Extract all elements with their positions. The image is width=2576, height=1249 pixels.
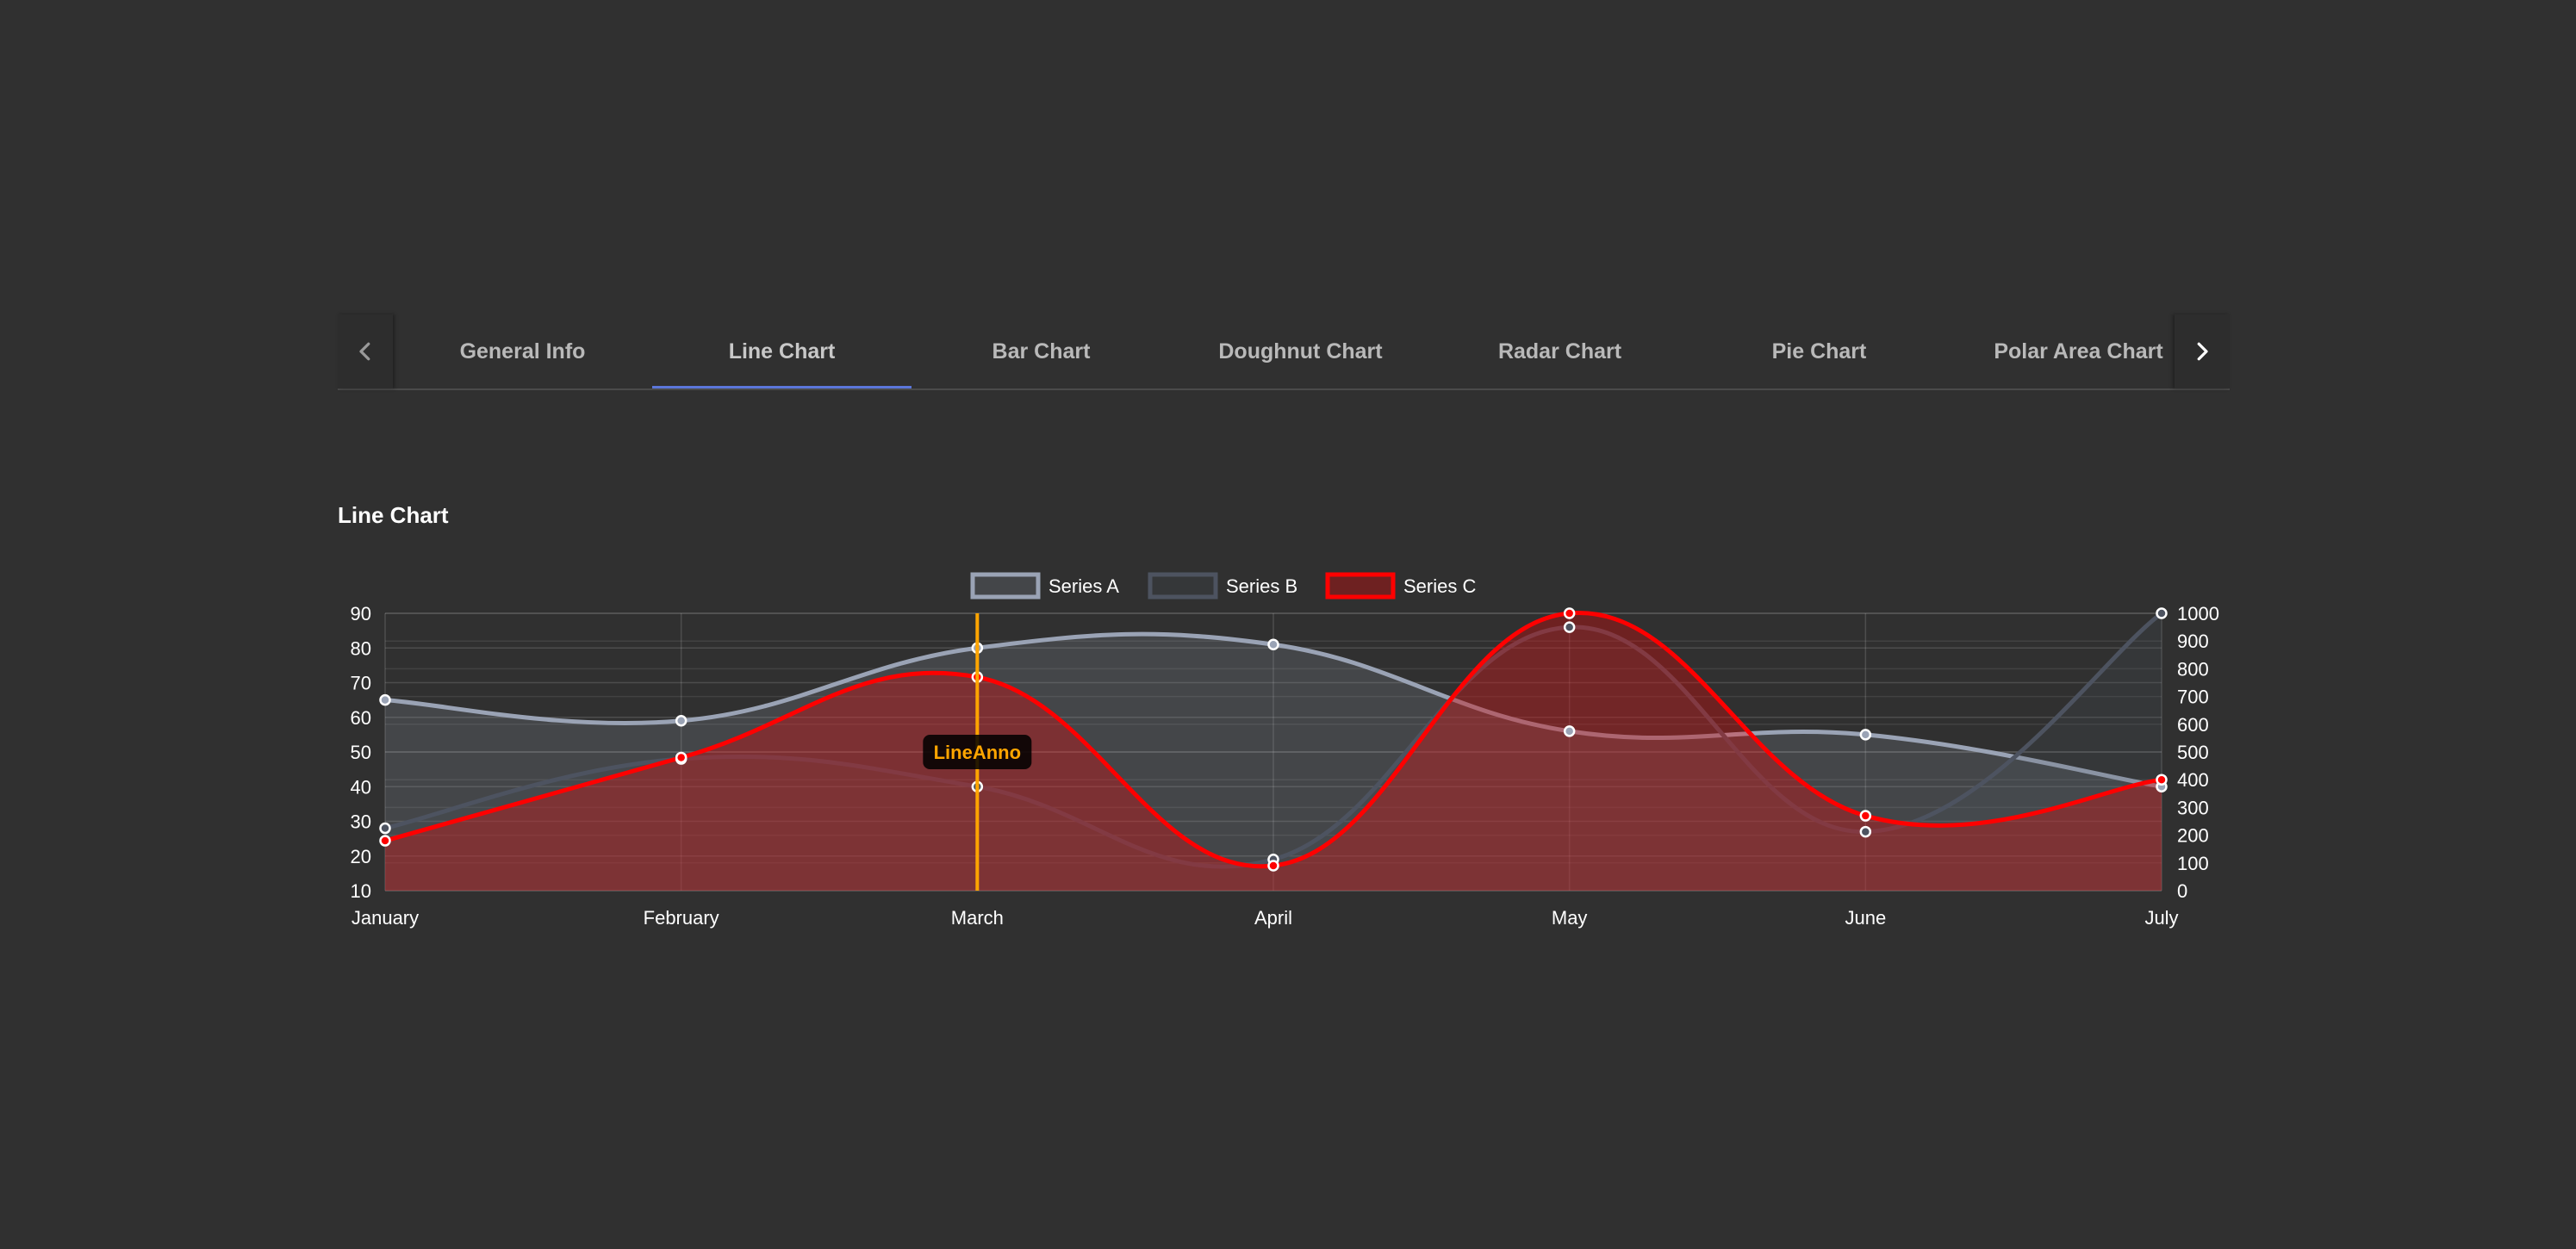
y-right-tick-label: 700 xyxy=(2177,687,2209,708)
y-left-tick-label: 10 xyxy=(351,880,371,902)
y-right-tick-label: 300 xyxy=(2177,797,2209,818)
x-tick-label: February xyxy=(644,907,719,929)
series-a-point-april xyxy=(1267,638,1279,650)
y-left-tick-label: 50 xyxy=(351,742,371,763)
y-right-tick-label: 400 xyxy=(2177,769,2209,791)
tab-list: General Info Line Chart Bar Chart Doughn… xyxy=(393,314,2175,388)
series-b-point-june xyxy=(1859,825,1872,838)
y-left-tick-label: 20 xyxy=(351,846,371,867)
series-c-point-july xyxy=(2156,774,2168,786)
y-left-tick-label: 30 xyxy=(351,811,371,833)
tab-bar-chart[interactable]: Bar Chart xyxy=(992,339,1091,364)
legend-swatch-series-c xyxy=(1325,572,1396,600)
tab-general-info[interactable]: General Info xyxy=(459,339,586,364)
series-a-point-june xyxy=(1859,729,1872,741)
legend-label-series-c: Series C xyxy=(1403,575,1476,597)
series-a-point-february xyxy=(675,715,688,727)
series-a-point-may xyxy=(1563,725,1576,737)
section-title: Line Chart xyxy=(338,502,449,528)
tabs-scroll-prev-button[interactable] xyxy=(338,314,393,388)
series-b-point-january xyxy=(379,822,391,835)
legend-swatch-series-b xyxy=(1148,572,1218,600)
chart-tabs: General Info Line Chart Bar Chart Doughn… xyxy=(338,314,2230,390)
y-left-tick-label: 60 xyxy=(351,707,371,729)
series-c-area xyxy=(385,612,2162,891)
legend-label-series-a: Series A xyxy=(1048,575,1119,597)
x-tick-label: July xyxy=(2144,907,2178,929)
chart-legend: Series A Series B Series C xyxy=(970,572,1476,600)
tab-line-chart[interactable]: Line Chart xyxy=(652,314,912,388)
series-c-point-january xyxy=(379,835,391,847)
y-right-tick-label: 0 xyxy=(2177,880,2187,902)
x-tick-label: March xyxy=(951,907,1004,929)
tab-radar-chart[interactable]: Radar Chart xyxy=(1497,339,1622,364)
y-right-tick-label: 200 xyxy=(2177,825,2209,847)
y-right-tick-label: 1000 xyxy=(2177,603,2219,624)
y-left-tick-label: 90 xyxy=(351,603,371,624)
y-right-tick-label: 900 xyxy=(2177,631,2209,652)
series-c-point-june xyxy=(1859,810,1872,822)
series-c-point-may xyxy=(1563,607,1576,619)
series-c-point-april xyxy=(1267,860,1279,872)
series-b-point-july xyxy=(2156,607,2168,619)
chevron-right-icon xyxy=(2197,342,2208,361)
y-right-tick-label: 600 xyxy=(2177,714,2209,736)
legend-swatch-series-a xyxy=(970,572,1041,600)
chart-series xyxy=(384,611,2163,891)
series-c-line xyxy=(384,611,2162,869)
annotation-label: LineAnno xyxy=(934,742,1021,763)
x-tick-label: June xyxy=(1845,907,1886,929)
series-a-point-january xyxy=(379,693,391,706)
tabs-scroll-next-button[interactable] xyxy=(2175,314,2230,388)
legend-label-series-b: Series B xyxy=(1226,575,1297,597)
tab-pie-chart[interactable]: Pie Chart xyxy=(1771,339,1867,364)
y-right-tick-label: 500 xyxy=(2177,742,2209,763)
tab-doughnut-chart[interactable]: Doughnut Chart xyxy=(1218,339,1383,364)
chevron-left-icon xyxy=(359,342,370,361)
series-b-area xyxy=(385,613,2162,891)
x-tick-label: January xyxy=(352,907,419,929)
x-tick-label: May xyxy=(1552,907,1588,929)
y-left-tick-label: 70 xyxy=(351,673,371,694)
y-right-tick-label: 800 xyxy=(2177,658,2209,680)
x-tick-label: April xyxy=(1254,907,1292,929)
series-c-point-february xyxy=(675,751,688,764)
annotation-label-background xyxy=(923,735,1032,769)
y-left-tick-label: 40 xyxy=(351,776,371,798)
annotation-label-group: LineAnno xyxy=(923,735,1032,769)
y-right-tick-label: 100 xyxy=(2177,853,2209,874)
tab-polar-area-chart[interactable]: Polar Area Chart xyxy=(1994,339,2163,364)
series-b-point-may xyxy=(1563,621,1576,633)
y-left-tick-label: 80 xyxy=(351,637,371,659)
